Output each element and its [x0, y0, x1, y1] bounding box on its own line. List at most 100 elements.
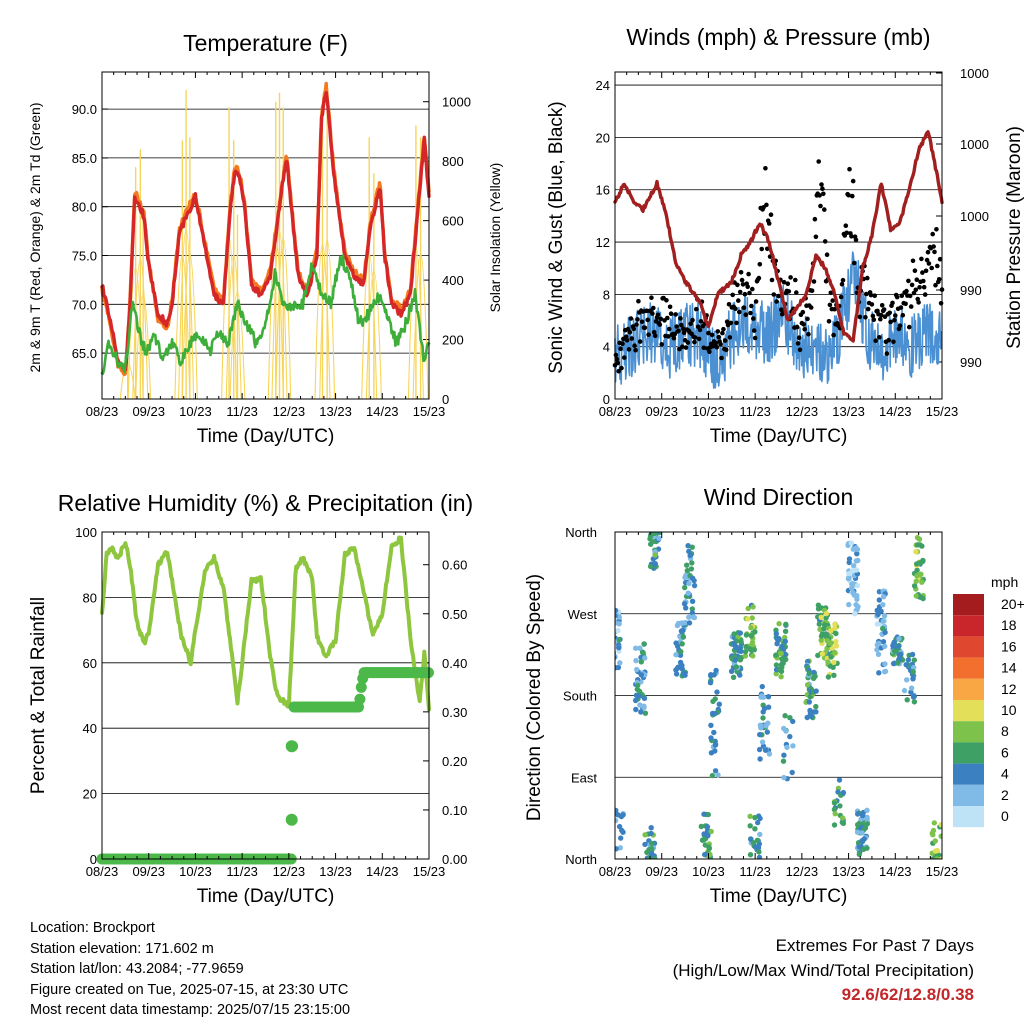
gust-point [863, 315, 868, 320]
direction-point [757, 831, 763, 838]
direction-point [856, 851, 862, 857]
gust-point [926, 261, 932, 266]
direction-point [779, 643, 785, 650]
colorbar-label: 18 [1001, 617, 1017, 633]
direction-point [930, 827, 937, 834]
direction-point [882, 669, 888, 675]
gust-point [818, 203, 823, 209]
direction-point [860, 846, 867, 852]
direction-point [686, 614, 692, 620]
direction-point [642, 710, 649, 716]
humidity-xlabel: Time (Day/UTC) [197, 886, 335, 907]
gust-point [736, 298, 741, 303]
gust-point [794, 290, 799, 295]
direction-point [634, 666, 640, 673]
humidity-y2tick-label: 0.60 [442, 558, 467, 573]
winds-title: Winds (mph) & Pressure (mb) [626, 24, 930, 50]
direction-point [638, 672, 644, 678]
gust-point [743, 312, 749, 318]
winds-ytick-label: 24 [596, 78, 610, 93]
direction-point [701, 836, 707, 843]
gust-point [756, 275, 762, 281]
extremes-box: Extremes For Past 7 Days (High/Low/Max W… [673, 934, 974, 1008]
gust-point [751, 316, 756, 321]
direction-point [738, 648, 744, 655]
direction-point [751, 647, 757, 653]
direction-point [919, 543, 925, 549]
direction-point [635, 682, 641, 689]
gust-point [752, 335, 758, 341]
direction-point [742, 653, 749, 659]
direction-point [787, 733, 793, 740]
gust-point [645, 317, 650, 323]
direction-ytick-label: North [565, 852, 597, 867]
gust-point [632, 343, 637, 349]
gust-point [839, 281, 845, 287]
direction-point [825, 659, 831, 665]
direction-point [642, 841, 648, 848]
colorbar-swatch [953, 678, 984, 700]
direction-point [652, 552, 658, 558]
direction-point [832, 621, 838, 628]
direction-point [850, 590, 856, 596]
gust-point [788, 275, 793, 280]
humidity-xtick-label: 14/23 [366, 864, 399, 879]
direction-point [652, 561, 658, 568]
direction-point [682, 584, 688, 591]
winds-xtick-label: 14/23 [879, 404, 912, 419]
gust-point [685, 340, 691, 345]
direction-point [615, 607, 619, 614]
gust-point [827, 302, 833, 308]
direction-point [756, 849, 762, 855]
direction-point [652, 856, 658, 859]
direction-point [682, 574, 688, 581]
direction-point [828, 628, 834, 634]
direction-point [904, 697, 910, 703]
gust-point [913, 287, 919, 293]
direction-point [634, 686, 640, 692]
direction-xtick-label: 13/23 [832, 864, 865, 879]
direction-point [749, 615, 755, 621]
gust-point [668, 311, 674, 317]
direction-point [823, 610, 830, 617]
gust-point [933, 282, 938, 288]
direction-point [920, 557, 926, 564]
direction-point [755, 819, 761, 826]
direction-point [854, 551, 860, 557]
gust-point [766, 221, 772, 226]
gust-point [794, 324, 800, 330]
direction-point [775, 637, 781, 644]
direction-point [617, 845, 623, 851]
gust-point [680, 344, 685, 350]
direction-point [705, 832, 711, 839]
direction-point [615, 665, 619, 671]
gust-point [692, 339, 697, 345]
direction-point [633, 706, 639, 713]
direction-ytick-label: North [565, 525, 597, 540]
temp-ytick-label: 70.0 [72, 297, 97, 312]
direction-point [784, 744, 790, 750]
direction-point [688, 566, 695, 572]
direction-point [615, 613, 618, 619]
direction-point [680, 634, 687, 640]
direction-point [773, 631, 779, 637]
colorbar-swatch [953, 594, 984, 616]
temp-ylabel: 2m & 9m T (Red, Orange) & 2m Td (Green) [27, 103, 43, 373]
gust-point [757, 262, 763, 267]
precip-series [96, 667, 434, 865]
direction-point [686, 620, 693, 626]
gust-point [846, 192, 851, 198]
direction-point [765, 694, 772, 700]
gust-point [873, 338, 878, 344]
temp-xtick-label: 08/23 [86, 404, 119, 419]
colorbar-label: 0 [1001, 808, 1009, 824]
gust-point [919, 256, 924, 262]
gust-point [884, 351, 890, 356]
direction-point [831, 822, 838, 828]
direction-point [673, 652, 679, 658]
gust-point [722, 338, 728, 343]
colorbar-swatch [953, 742, 984, 764]
temp-title: Temperature (F) [183, 30, 348, 56]
gust-point [719, 355, 724, 361]
direction-point [648, 830, 654, 837]
